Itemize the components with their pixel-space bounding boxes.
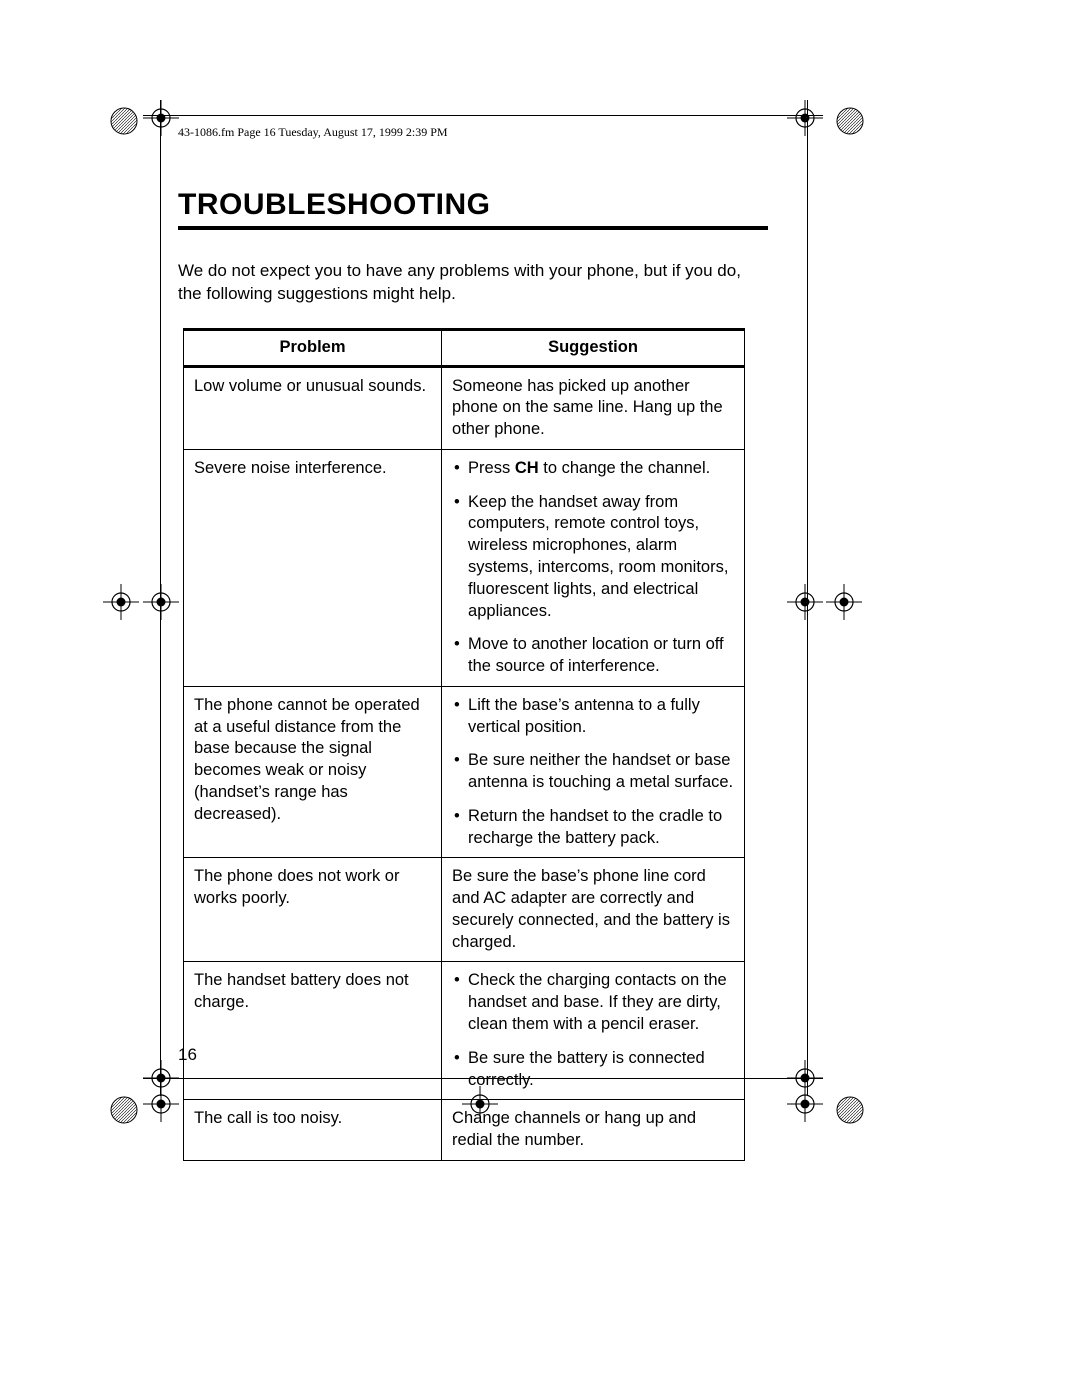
crop-line-right — [807, 100, 808, 1096]
registration-mark — [143, 100, 179, 136]
problem-cell: Low volume or unusual sounds. — [184, 366, 442, 449]
suggestion-item: Check the charging contacts on the hands… — [468, 970, 734, 1035]
suggestion-item: Keep the handset away from computers, re… — [468, 492, 734, 623]
title-rule — [178, 226, 768, 230]
suggestion-text: to change the channel. — [539, 459, 711, 477]
registration-mark — [143, 1086, 179, 1122]
problem-cell: The handset battery does not charge. — [184, 962, 442, 1100]
table-row: The call is too noisy.Change channels or… — [184, 1100, 745, 1161]
suggestion-cell: Be sure the base’s phone line cord and A… — [442, 858, 745, 962]
registration-mark — [787, 1086, 823, 1122]
registration-mark — [826, 1086, 874, 1134]
suggestion-cell: Change channels or hang up and redial th… — [442, 1100, 745, 1161]
table-row: The phone cannot be operated at a useful… — [184, 686, 745, 858]
registration-mark — [826, 97, 874, 145]
suggestion-item: Press CH to change the channel. — [468, 458, 734, 480]
suggestion-cell: Press CH to change the channel. Keep the … — [442, 449, 745, 686]
table-row: The handset battery does not charge. Chec… — [184, 962, 745, 1100]
registration-mark — [826, 584, 862, 620]
suggestion-item: Be sure the battery is connected correct… — [468, 1048, 734, 1092]
table-header-row: Problem Suggestion — [184, 329, 745, 366]
registration-mark — [100, 1086, 148, 1134]
table-row: The phone does not work or works poorly.… — [184, 858, 745, 962]
page-number: 16 — [178, 1045, 197, 1065]
registration-mark — [100, 97, 148, 145]
registration-mark — [787, 100, 823, 136]
suggestion-item: Lift the base’s antenna to a fully verti… — [468, 695, 734, 739]
intro-paragraph: We do not expect you to have any problem… — [178, 260, 768, 306]
problem-cell: The call is too noisy. — [184, 1100, 442, 1161]
suggestion-cell: Someone has picked up another phone on t… — [442, 366, 745, 449]
suggestion-list: Check the charging contacts on the hands… — [452, 970, 734, 1091]
table-row: Severe noise interference.Press CH to ch… — [184, 449, 745, 686]
suggestion-bold: CH — [515, 459, 539, 477]
suggestion-cell: Lift the base’s antenna to a fully verti… — [442, 686, 745, 858]
problem-cell: The phone does not work or works poorly. — [184, 858, 442, 962]
suggestion-cell: Check the charging contacts on the hands… — [442, 962, 745, 1100]
problem-cell: The phone cannot be operated at a useful… — [184, 686, 442, 858]
crop-line-top — [143, 115, 823, 116]
crop-line-left — [160, 100, 161, 1096]
problem-cell: Severe noise interference. — [184, 449, 442, 686]
page-content: 43-1086.fm Page 16 Tuesday, August 17, 1… — [178, 125, 768, 1161]
suggestion-item: Move to another location or turn off the… — [468, 634, 734, 678]
troubleshooting-table: Problem Suggestion Low volume or unusual… — [183, 328, 745, 1161]
page-meta: 43-1086.fm Page 16 Tuesday, August 17, 1… — [178, 125, 768, 140]
col-header-suggestion: Suggestion — [442, 329, 745, 366]
suggestion-item: Return the handset to the cradle to rech… — [468, 806, 734, 850]
table-row: Low volume or unusual sounds.Someone has… — [184, 366, 745, 449]
suggestion-list: Lift the base’s antenna to a fully verti… — [452, 695, 734, 850]
registration-mark — [103, 584, 139, 620]
suggestion-list: Press CH to change the channel. Keep the … — [452, 458, 734, 678]
page-title: TROUBLESHOOTING — [178, 188, 768, 222]
col-header-problem: Problem — [184, 329, 442, 366]
suggestion-item: Be sure neither the handset or base ante… — [468, 750, 734, 794]
registration-mark — [787, 584, 823, 620]
registration-mark — [143, 584, 179, 620]
suggestion-text: Press — [468, 459, 515, 477]
